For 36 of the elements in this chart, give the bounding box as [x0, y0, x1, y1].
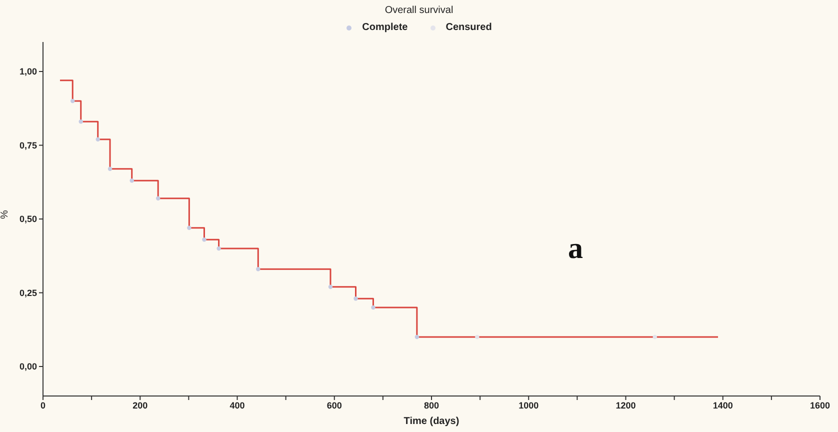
x-tick-label: 1200	[616, 400, 636, 410]
x-tick-label: 1400	[712, 400, 733, 410]
legend-label: Complete	[361, 22, 408, 33]
y-tick-label: 0,75	[19, 140, 37, 150]
chart-title: Overall survival	[384, 5, 454, 16]
point	[414, 334, 420, 340]
point	[202, 238, 206, 242]
point	[96, 137, 100, 142]
y-axis-title: %	[0, 210, 11, 219]
x-tick-label: 400	[230, 400, 245, 410]
y-tick-label: 1,00	[19, 66, 37, 77]
x-tick-label: 600	[326, 400, 342, 410]
point	[475, 334, 480, 340]
annotation: a	[568, 232, 583, 266]
legend-label: Censured	[444, 22, 492, 33]
x-axis-title: Time (days)	[404, 416, 460, 427]
point	[354, 296, 358, 301]
x-tick-label: 1600	[810, 400, 830, 410]
point	[70, 98, 75, 104]
point	[108, 166, 112, 171]
point	[328, 284, 333, 289]
point	[130, 178, 134, 183]
y-tick-label: 0,25	[19, 288, 37, 298]
y-tick-label: 0,50	[19, 214, 37, 224]
x-tick-label: 800	[424, 400, 440, 410]
point	[216, 246, 221, 251]
point	[371, 305, 376, 310]
x-tick-label: 0	[40, 400, 46, 410]
point	[652, 334, 657, 340]
point	[156, 196, 160, 200]
point	[187, 226, 192, 230]
point	[78, 120, 83, 124]
x-tick-label: 1000	[518, 400, 539, 410]
x-tick-label: 200	[132, 400, 148, 410]
y-tick-label: 0,00	[19, 362, 37, 372]
point	[256, 267, 260, 272]
